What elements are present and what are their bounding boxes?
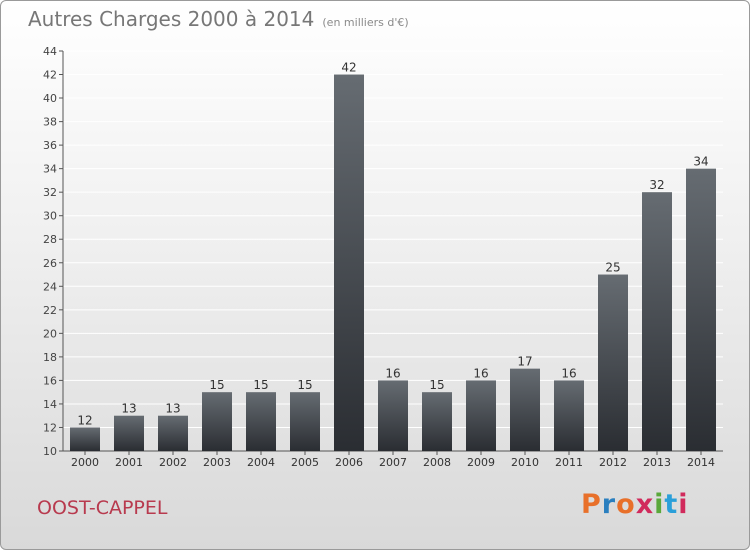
data-label: 16 — [473, 366, 488, 380]
x-tick-label: 2012 — [599, 456, 627, 469]
data-label: 25 — [605, 261, 620, 275]
y-tick-labels: 10 12 14 16 18 20 22 24 26 28 30 32 34 36 38 40 42 44 — [43, 45, 57, 458]
y-tick-label: 22 — [43, 304, 57, 317]
y-tick-label: 20 — [43, 327, 57, 340]
bars — [70, 74, 716, 452]
x-tick-label: 2009 — [467, 456, 495, 469]
data-labels: 12 13 13 15 15 15 42 16 15 16 17 16 25 32 34 — [77, 61, 708, 428]
data-label: 13 — [121, 402, 136, 416]
x-tick-label: 2014 — [687, 456, 715, 469]
bar — [334, 74, 364, 451]
bar — [290, 392, 320, 451]
y-tick-label: 24 — [43, 280, 57, 293]
bar — [70, 427, 100, 451]
logo-letter: i — [654, 489, 665, 520]
x-tick-label: 2005 — [291, 456, 319, 469]
logo-letter: r — [601, 489, 617, 520]
bar — [114, 415, 144, 451]
data-label: 16 — [561, 366, 576, 380]
data-label: 12 — [77, 413, 92, 427]
commune-name: OOST-CAPPEL — [37, 497, 168, 519]
y-tick-label: 40 — [43, 92, 57, 105]
logo-letter: o — [616, 489, 636, 520]
bar — [158, 415, 188, 451]
bar — [466, 380, 496, 451]
logo-letter: t — [664, 489, 679, 520]
y-tick-label: 10 — [43, 445, 57, 458]
chart-title-text: Autres Charges 2000 à 2014 — [28, 7, 315, 31]
x-tick-label: 2004 — [247, 456, 275, 469]
x-tick-label: 2007 — [379, 456, 407, 469]
y-tick-label: 44 — [43, 45, 57, 58]
chart-subtitle: (en milliers d'€) — [322, 16, 409, 29]
y-tick-label: 34 — [43, 163, 57, 176]
chart-title: Autres Charges 2000 à 2014 (en milliers d… — [28, 7, 409, 31]
y-tick-label: 16 — [43, 374, 57, 387]
logo-letter: x — [635, 489, 655, 520]
data-label: 42 — [341, 61, 356, 75]
bar — [378, 380, 408, 451]
data-label: 32 — [649, 178, 664, 192]
y-tick-label: 36 — [43, 139, 57, 152]
x-tick-label: 2011 — [555, 456, 583, 469]
x-tick-labels: 2000 2001 2002 2003 2004 2005 2006 2007 2008 2009… — [71, 456, 715, 469]
x-tick-label: 2006 — [335, 456, 363, 469]
x-tick-label: 2003 — [203, 456, 231, 469]
x-tick-label: 2002 — [159, 456, 187, 469]
data-label: 34 — [693, 155, 708, 169]
logo-letter: P — [581, 489, 602, 520]
x-tick-label: 2001 — [115, 456, 143, 469]
bar — [246, 392, 276, 451]
y-tick-label: 38 — [43, 116, 57, 129]
logo-letter: i — [678, 489, 689, 520]
bar — [686, 168, 716, 451]
data-label: 17 — [517, 355, 532, 369]
x-tick-label: 2013 — [643, 456, 671, 469]
y-tick-label: 32 — [43, 186, 57, 199]
data-label: 16 — [385, 366, 400, 380]
y-tick-label: 26 — [43, 257, 57, 270]
bar — [598, 274, 628, 451]
data-label: 13 — [165, 402, 180, 416]
bar — [510, 368, 540, 451]
y-tick-label: 28 — [43, 233, 57, 246]
x-tick-label: 2000 — [71, 456, 99, 469]
y-tick-label: 30 — [43, 210, 57, 223]
proxiti-logo: Proxiti — [581, 489, 689, 520]
data-label: 15 — [429, 378, 444, 392]
bar — [202, 392, 232, 451]
y-tick-label: 18 — [43, 351, 57, 364]
bar — [554, 380, 584, 451]
y-tick-label: 12 — [43, 421, 57, 434]
x-tick-label: 2010 — [511, 456, 539, 469]
data-label: 15 — [297, 378, 312, 392]
data-label: 15 — [209, 378, 224, 392]
y-tick-label: 14 — [43, 398, 57, 411]
x-tick-label: 2008 — [423, 456, 451, 469]
data-label: 15 — [253, 378, 268, 392]
bar — [422, 392, 452, 451]
y-tick-label: 42 — [43, 69, 57, 82]
bar — [642, 192, 672, 452]
